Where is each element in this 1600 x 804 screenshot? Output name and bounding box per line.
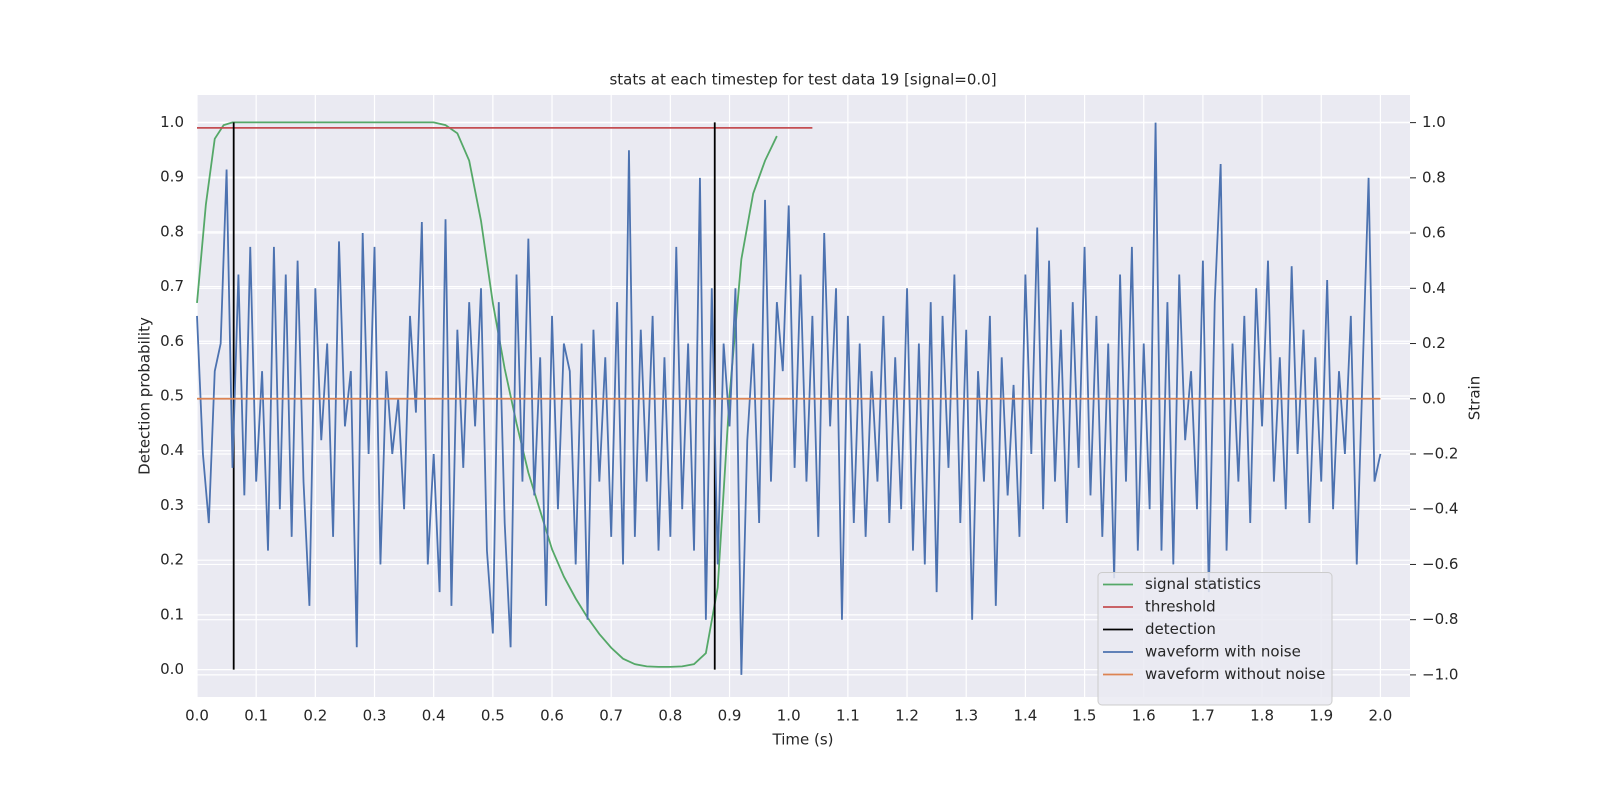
y-tick-label: 0.2	[160, 551, 184, 569]
x-tick-label: 0.9	[718, 707, 742, 725]
x-tick-label: 0.2	[303, 707, 327, 725]
legend-label: signal statistics	[1145, 575, 1261, 593]
y2-tick-label: 0.4	[1422, 279, 1446, 297]
y2-tick-label: 0.0	[1422, 389, 1446, 407]
y2-tick-label: −1.0	[1422, 665, 1458, 683]
y-tick-label: 0.5	[160, 387, 184, 405]
y-tick-label: 0.3	[160, 496, 184, 514]
x-tick-label: 1.4	[1013, 707, 1037, 725]
chart-title: stats at each timestep for test data 19 …	[609, 71, 996, 89]
x-tick-label: 0.7	[599, 707, 623, 725]
legend-label: waveform with noise	[1145, 643, 1301, 661]
y-tick-label: 0.6	[160, 332, 184, 350]
series-line	[196, 121, 778, 668]
x-tick-label: 1.1	[836, 707, 860, 725]
x-tick-label: 2.0	[1368, 707, 1392, 725]
x-tick-label: 0.6	[540, 707, 564, 725]
x-tick-label: 1.5	[1073, 707, 1097, 725]
y2-tick-label: 1.0	[1422, 113, 1446, 131]
x-axis-label: Time (s)	[772, 731, 834, 749]
x-tick-label: 1.6	[1132, 707, 1156, 725]
y2-tick-label: −0.2	[1422, 444, 1458, 462]
y2-tick-label: 0.6	[1422, 224, 1446, 242]
legend-label: threshold	[1145, 598, 1216, 616]
x-tick-label: 0.3	[363, 707, 387, 725]
y2-tick-label: −0.8	[1422, 610, 1458, 628]
y-tick-label: 1.0	[160, 113, 184, 131]
x-tick-label: 1.2	[895, 707, 919, 725]
x-tick-label: 1.0	[777, 707, 801, 725]
x-tick-label: 0.0	[185, 707, 209, 725]
y-tick-label: 0.7	[160, 277, 184, 295]
x-tick-label: 1.7	[1191, 707, 1215, 725]
y-tick-label: 0.0	[160, 660, 184, 678]
legend-label: waveform without noise	[1145, 665, 1325, 683]
legend-box	[1097, 572, 1333, 706]
x-tick-label: 0.8	[658, 707, 682, 725]
y-tick-label: 0.1	[160, 605, 184, 623]
y-axis-label: Detection probability	[136, 317, 154, 475]
y2-tick-label: 0.2	[1422, 334, 1446, 352]
y-tick-label: 0.9	[160, 168, 184, 186]
x-tick-label: 1.8	[1250, 707, 1274, 725]
x-tick-label: 0.1	[244, 707, 268, 725]
y-tick-label: 0.4	[160, 441, 184, 459]
y-tick-label: 0.8	[160, 222, 184, 240]
x-tick-label: 0.5	[481, 707, 505, 725]
series-line	[196, 122, 1382, 675]
y2-tick-label: −0.6	[1422, 555, 1458, 573]
x-tick-label: 0.4	[422, 707, 446, 725]
x-tick-label: 1.9	[1309, 707, 1333, 725]
y2-tick-label: −0.4	[1422, 500, 1458, 518]
x-tick-label: 1.3	[954, 707, 978, 725]
legend-label: detection	[1145, 620, 1216, 638]
y2-tick-label: 0.8	[1422, 168, 1446, 186]
y2-axis-label: Strain	[1466, 376, 1484, 420]
